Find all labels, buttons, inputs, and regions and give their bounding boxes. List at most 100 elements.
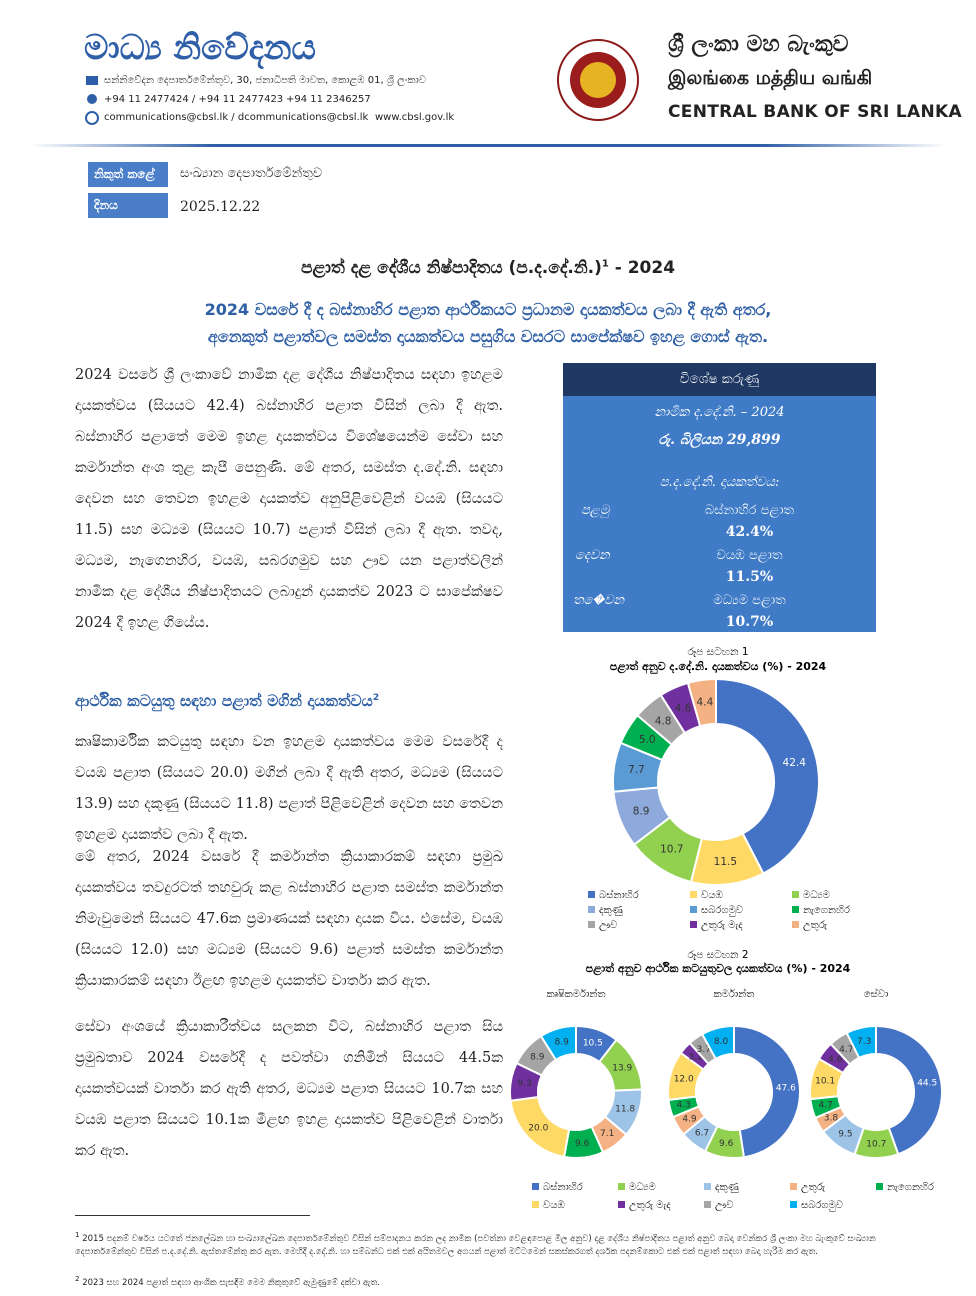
legend-swatch — [588, 921, 595, 928]
charts: රූප සටහන 1පළාත් අනුව ද.දේ.නි. දායකත්වය (… — [510, 646, 943, 1211]
data-label: 10.7 — [660, 843, 683, 855]
legend-label: නැගෙනහිර — [803, 904, 850, 916]
data-label: 8.9 — [530, 1053, 545, 1063]
data-label: 4.4 — [697, 696, 714, 708]
legend-label: මධ්‍යම — [803, 890, 830, 901]
data-label: 13.9 — [612, 1064, 632, 1074]
legend-label: ඌව — [599, 920, 617, 931]
legend-label: බස්නාහිර — [543, 1180, 583, 1193]
legend-swatch — [690, 906, 697, 913]
chart-title: පළාත් අනුව ආර්ථික කටයුතුවල දායකත්වය (%) … — [586, 961, 851, 977]
paragraph: කෘෂිකාර්මික කටයුතු සඳහා වන ඉහළම දායකත්වය… — [75, 734, 503, 843]
meta-label: නිකුත් කළේ — [88, 162, 168, 187]
legend-swatch — [532, 1183, 539, 1190]
data-label: 9.6 — [719, 1139, 734, 1149]
header-rule — [30, 144, 946, 147]
legend-label: සබරගමුව — [701, 904, 743, 916]
footnote-rule — [75, 1215, 310, 1216]
subtitle: 2024 වසරේ දී ද බස්නාහිර පළාත ආර්ථිකයට ප්… — [204, 300, 772, 319]
title-year: - 2024 — [608, 258, 676, 278]
logo — [557, 39, 639, 121]
data-label: 11.8 — [615, 1104, 635, 1114]
footnote: 1 2015 පදනම් වර්ෂය යටතේ ජනලේඛන හා සංඛ්‍ය… — [75, 1228, 895, 1259]
panel-title: කෘෂිකර්මාන්ත — [546, 987, 605, 1000]
legend-swatch — [790, 1201, 797, 1208]
legend-swatch — [618, 1183, 625, 1190]
data-label: 12.0 — [674, 1074, 694, 1084]
title-note: 1 — [601, 258, 609, 270]
data-label: 4.7 — [839, 1045, 853, 1055]
section-note: 2 — [372, 692, 380, 703]
legend-swatch — [532, 1201, 539, 1208]
bank-name-si: ශ්‍රී ලංකා මහ බැංකුව — [668, 32, 849, 57]
legend-swatch — [690, 921, 697, 928]
meta-label: දිනය — [88, 193, 168, 218]
email: communications@cbsl.lk / dcommunications… — [104, 112, 369, 123]
share: 11.5% — [725, 569, 774, 585]
title-text: පළාත් දළ දේශීය නිෂ්පාදිතය (ප.ද.දේ.නි.) — [300, 258, 602, 278]
legend-swatch — [704, 1183, 711, 1190]
slice — [845, 1024, 877, 1060]
address: සන්නිවේදන දෙපාර්තමේන්තුව, 30, ජනාධිපති ම… — [104, 75, 426, 86]
legend-label: උතුරු මැද — [701, 919, 743, 931]
rank: ත�ෙවන — [573, 593, 625, 608]
footnote-mark: 1 — [75, 1230, 80, 1239]
data-label: 7.3 — [857, 1037, 871, 1047]
data-label: 47.6 — [776, 1084, 796, 1094]
meta-value: 2025.12.22 — [180, 199, 261, 215]
figure-label: රූප සටහන 1 — [687, 646, 748, 658]
legend-swatch — [618, 1201, 625, 1208]
data-label: 8.9 — [633, 805, 650, 817]
data-label: 3.7 — [697, 1045, 711, 1055]
legend-swatch — [792, 906, 799, 913]
data-label: 3.8 — [824, 1114, 839, 1124]
data-label: 42.4 — [783, 757, 807, 769]
data-label: 4.6 — [828, 1055, 843, 1065]
rank: පළමු — [581, 503, 610, 518]
legend-swatch — [792, 891, 799, 898]
share: 42.4% — [725, 524, 774, 540]
legend-label: දකුණු — [599, 905, 623, 916]
data-label: 10.5 — [583, 1038, 603, 1048]
gdp-label: නාමික ද.දේ.නි. – 2024 — [654, 405, 785, 420]
slice — [686, 677, 717, 728]
highlights-title: විශේෂ කරුණු — [563, 363, 876, 396]
section-heading: ආර්ථික කටයුතු සඳහා පළාත් මගින් දායකත්වය2 — [75, 692, 379, 711]
data-label: 4.8 — [655, 715, 672, 727]
paragraph: මේ අතර, 2024 වසරේ දී කර්මාන්ත ක්‍රියාකාර… — [75, 849, 503, 989]
panel-title: කර්මාන්ත — [714, 987, 755, 1000]
legend-label: ඌව — [715, 1200, 733, 1211]
data-label: 7.7 — [628, 764, 645, 776]
data-label: 5.0 — [639, 734, 656, 746]
footnote-text: 2023 සහ 2024 පළාත් සඳහා ආංශික සැසඳීම මෙම… — [82, 1277, 381, 1288]
footnote-mark: 2 — [75, 1274, 80, 1283]
province: බස්නාහිර පළාත — [704, 503, 795, 518]
panel-title: සේවා — [864, 987, 888, 1000]
data-label: 7.1 — [600, 1129, 614, 1139]
data-label: 11.5 — [714, 856, 737, 868]
data-label: 4.9 — [682, 1114, 697, 1124]
data-label: 8.9 — [554, 1038, 569, 1048]
paragraph: 2024 වසරේ ශ්‍රී ලංකාවේ නාමික දළ දේශීය නි… — [75, 367, 503, 631]
legend-swatch — [704, 1201, 711, 1208]
legend-swatch — [876, 1183, 883, 1190]
legend-swatch — [792, 921, 799, 928]
share: 10.7% — [725, 614, 774, 630]
data-label: 3.2 — [688, 1053, 702, 1063]
gdp-value: රු. බිලියන 29,899 — [658, 432, 781, 448]
bank-name-ta: இலங்கை மத்திய வங்கி — [668, 67, 873, 89]
data-label: 6.7 — [695, 1128, 709, 1138]
doc-title: පළාත් දළ දේශීය නිෂ්පාදිතය (ප.ද.දේ.නි.)1 … — [0, 258, 976, 278]
slice — [700, 1024, 735, 1061]
legend-swatch — [790, 1183, 797, 1190]
data-label: 10.7 — [866, 1139, 886, 1149]
data-label: 4.7 — [819, 1101, 833, 1111]
meta-value: සංඛ්‍යාන දෙපාර්තමේන්තුව — [180, 166, 323, 181]
legend-label: උතුරු — [803, 919, 828, 931]
legend-label: නැගෙනහිර — [887, 1181, 934, 1193]
legend-swatch — [588, 906, 595, 913]
rank: දෙවන — [575, 548, 610, 563]
legend-label: මධ්‍යම — [629, 1182, 656, 1193]
province: වයඹ පළාත — [716, 548, 783, 563]
highlights-box: විශේෂ කරුණු නාමික ද.දේ.නි. – 2024 රු. බි… — [563, 363, 876, 632]
